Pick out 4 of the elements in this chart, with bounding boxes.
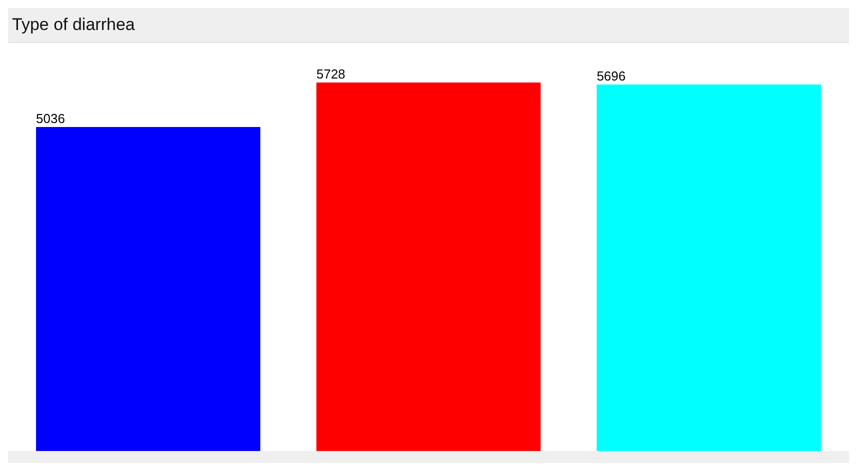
data-label: 5696: [596, 68, 626, 84]
data-label: 5036: [36, 111, 65, 126]
chart-title: Type of diarrhea: [12, 15, 135, 35]
data-label: 5728: [316, 66, 346, 82]
